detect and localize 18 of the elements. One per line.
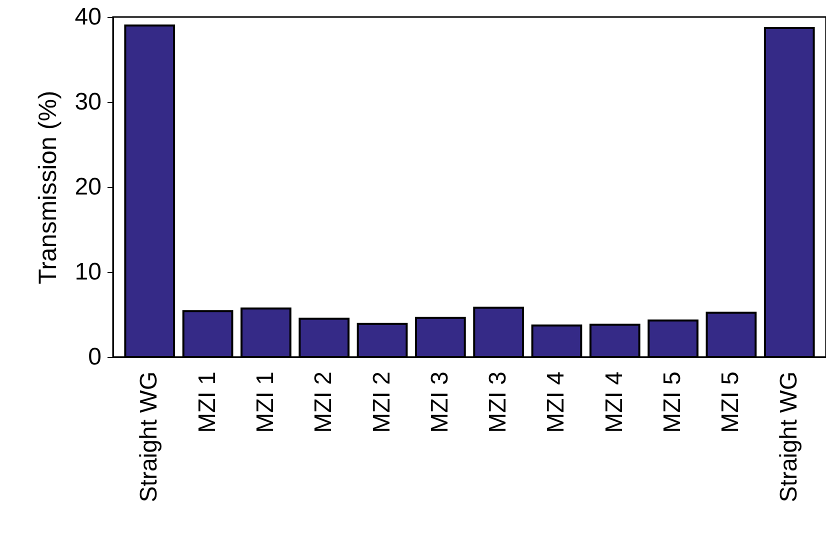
x-tick-label: MZI 4	[542, 372, 570, 433]
y-tick-label: 40	[74, 4, 102, 30]
x-tick-label: MZI 5	[659, 372, 686, 433]
x-tick-label: MZI 4	[600, 372, 628, 433]
y-axis-title: Transmission (%)	[34, 90, 62, 284]
y-tick-label: 30	[74, 88, 102, 116]
y-tick-label: 20	[74, 174, 102, 200]
x-tick-label: MZI 3	[484, 372, 512, 433]
x-tick-label: MZI 2	[310, 372, 338, 433]
x-tick-label: MZI 1	[252, 372, 279, 433]
x-tick-label: Straight WG	[775, 372, 802, 502]
x-tick-label: MZI 5	[717, 372, 744, 433]
x-tick-label: MZI 3	[426, 372, 454, 433]
x-tick-label: MZI 2	[368, 372, 396, 433]
y-tick-label: 10	[74, 258, 102, 286]
y-tick-label: 0	[88, 344, 102, 370]
x-tick-label: Straight WG	[136, 372, 163, 502]
x-tick-label: MZI 1	[194, 372, 221, 433]
